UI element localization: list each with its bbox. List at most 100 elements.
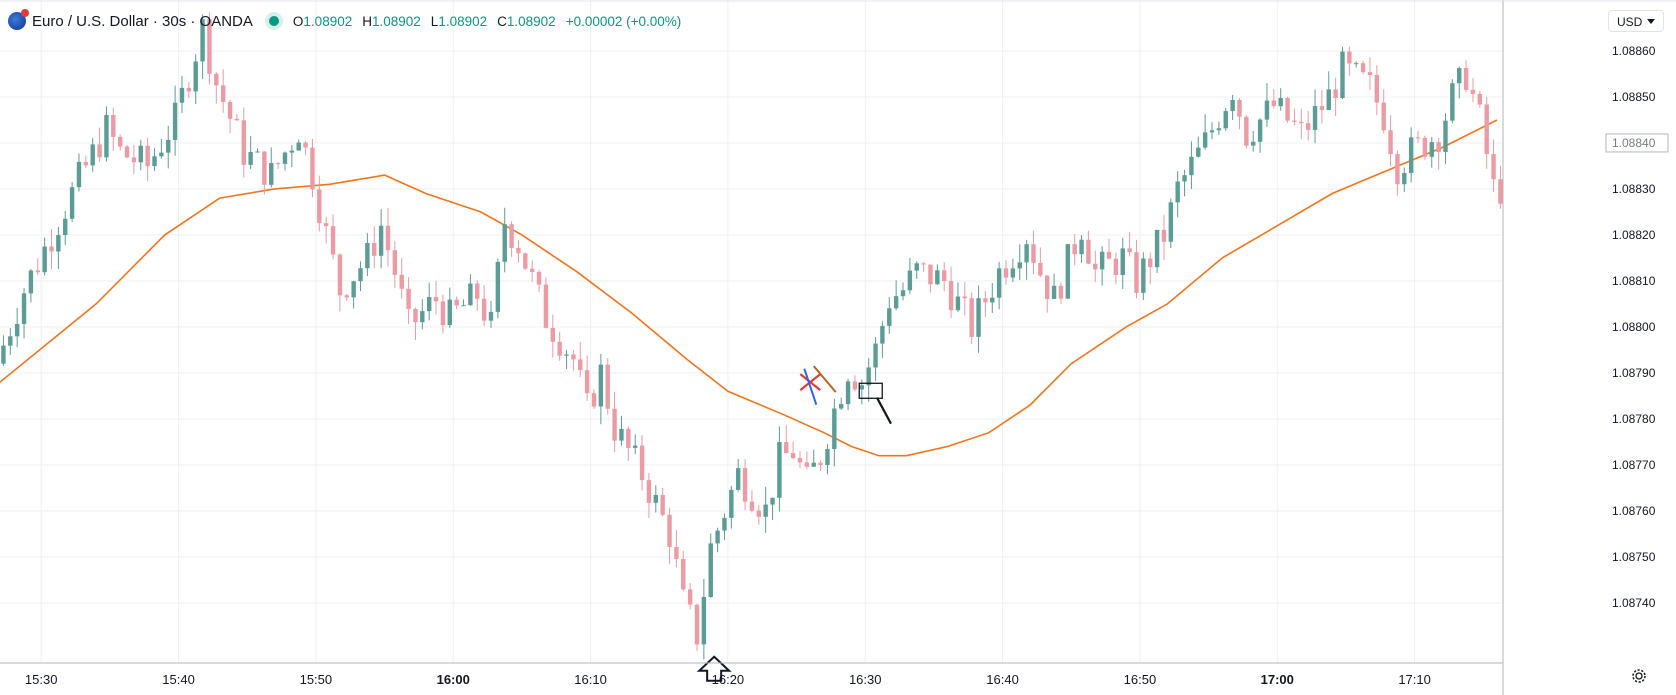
candle-body bbox=[1148, 258, 1153, 268]
candle-body bbox=[591, 393, 597, 407]
candle-body bbox=[488, 311, 494, 321]
candle-body bbox=[365, 242, 370, 269]
y-tick-label: 1.08820 bbox=[1612, 228, 1656, 242]
candle-body bbox=[275, 162, 281, 164]
candle-body bbox=[1408, 137, 1414, 174]
candle-body bbox=[516, 247, 521, 254]
candle-body bbox=[1141, 258, 1146, 293]
candle-body bbox=[1422, 137, 1428, 157]
x-tick-label: 17:00 bbox=[1261, 672, 1294, 687]
chart-grid bbox=[0, 0, 1503, 663]
candle-body bbox=[523, 253, 528, 269]
candle-body bbox=[1381, 102, 1386, 131]
candle-body bbox=[619, 428, 624, 441]
candle-body bbox=[104, 115, 109, 158]
candle-body bbox=[770, 497, 775, 505]
candle-body bbox=[1299, 121, 1304, 124]
candle-body bbox=[289, 150, 295, 153]
candle-body bbox=[1010, 268, 1016, 278]
gear-icon[interactable] bbox=[1630, 667, 1648, 685]
candle-body bbox=[83, 161, 89, 166]
candle-body bbox=[639, 445, 645, 481]
candle-body bbox=[200, 19, 205, 62]
candle-body bbox=[14, 324, 20, 337]
candle-body bbox=[1237, 100, 1242, 117]
candle-body bbox=[193, 61, 198, 92]
blue-line-annotation bbox=[803, 368, 818, 405]
candle-body bbox=[845, 381, 851, 405]
candle-body bbox=[166, 139, 171, 153]
candle-body bbox=[1154, 229, 1160, 268]
candle-body bbox=[1251, 141, 1256, 146]
brown-line-annotation bbox=[813, 365, 837, 393]
x-tick-label: 16:10 bbox=[574, 672, 607, 687]
candle-body bbox=[1305, 123, 1311, 130]
x-tick-label: 17:10 bbox=[1398, 672, 1431, 687]
candle-body bbox=[1086, 239, 1091, 264]
currency-selector[interactable]: USD bbox=[1608, 10, 1664, 32]
candle-body bbox=[921, 263, 926, 265]
candle-body bbox=[1051, 285, 1057, 299]
candle-body bbox=[323, 223, 329, 227]
candle-body bbox=[1134, 252, 1139, 293]
candle-body bbox=[674, 547, 679, 559]
x-tick-label: 16:00 bbox=[437, 672, 470, 687]
candle-body bbox=[1106, 251, 1112, 259]
candle-body bbox=[893, 296, 899, 309]
candle-body bbox=[1093, 263, 1098, 270]
candle-body bbox=[1285, 97, 1290, 121]
candle-body bbox=[1017, 262, 1022, 269]
candle-body bbox=[358, 268, 363, 282]
y-tick-label: 1.08810 bbox=[1612, 274, 1656, 288]
y-tick-label: 1.08830 bbox=[1612, 182, 1656, 196]
candle-body bbox=[426, 296, 432, 312]
symbol-title[interactable]: Euro / U.S. Dollar · 30s · OANDA bbox=[32, 12, 253, 30]
candle-body bbox=[983, 298, 988, 303]
candle-body bbox=[1257, 119, 1263, 142]
high-value: 1.08902 bbox=[371, 13, 421, 29]
candle-body bbox=[1079, 239, 1084, 255]
black-line-annotation bbox=[876, 397, 892, 425]
candle-body bbox=[351, 281, 356, 298]
candle-body bbox=[749, 501, 755, 511]
candle-body bbox=[63, 218, 68, 236]
candle-body bbox=[131, 157, 137, 163]
candle-body bbox=[1065, 244, 1071, 299]
candle-body bbox=[584, 370, 590, 394]
candle-body bbox=[378, 225, 384, 256]
candle-body bbox=[1360, 63, 1366, 73]
drawing-annotations[interactable] bbox=[696, 365, 892, 682]
candle-body bbox=[1415, 137, 1421, 139]
candle-body bbox=[1120, 248, 1125, 275]
candle-body bbox=[447, 299, 452, 325]
candle-body bbox=[1347, 51, 1352, 64]
candle-body bbox=[214, 73, 219, 86]
x-tick-label: 16:50 bbox=[1124, 672, 1157, 687]
candle-body bbox=[887, 308, 892, 326]
y-tick-label: 1.08790 bbox=[1612, 366, 1656, 380]
candle-body bbox=[735, 468, 741, 490]
candle-body bbox=[1374, 75, 1380, 103]
candle-body bbox=[461, 305, 466, 307]
y-tick-label: 1.08780 bbox=[1612, 412, 1656, 426]
candle-body bbox=[1038, 262, 1043, 276]
candle-body bbox=[385, 225, 391, 251]
candle-body bbox=[502, 224, 507, 262]
candle-body bbox=[667, 514, 672, 548]
candle-body bbox=[433, 296, 439, 302]
candle-body bbox=[729, 489, 734, 518]
candle-body bbox=[935, 270, 940, 285]
candle-body bbox=[124, 146, 130, 158]
candle-body bbox=[282, 152, 288, 164]
candle-body bbox=[1168, 202, 1174, 242]
candle-body bbox=[605, 364, 610, 409]
candle-body bbox=[1223, 111, 1228, 129]
candle-body bbox=[248, 152, 253, 165]
candle-body bbox=[646, 480, 652, 503]
candle-body bbox=[269, 162, 274, 185]
open-key: O bbox=[292, 13, 304, 29]
candle-body bbox=[420, 311, 425, 323]
candle-body bbox=[90, 144, 95, 166]
